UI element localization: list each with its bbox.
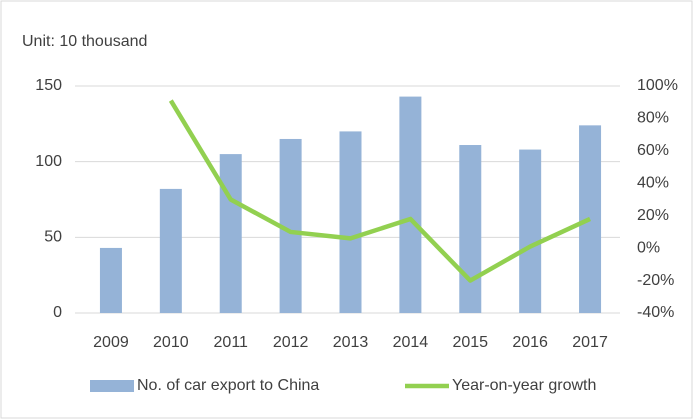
x-tick-label: 2009 — [93, 334, 129, 351]
line — [168, 99, 591, 283]
y2-tick-label: 20% — [637, 207, 669, 224]
y2-tick-label: 100% — [637, 77, 678, 94]
y2-tick-label: -20% — [637, 272, 674, 289]
legend-swatch — [90, 380, 134, 392]
y-tick-label: 50 — [44, 229, 62, 246]
y2-tick-label: 40% — [637, 175, 669, 192]
x-tick-label: 2013 — [333, 334, 369, 351]
chart-title: Unit: 10 thousand — [22, 33, 147, 50]
x-tick-label: 2016 — [512, 334, 548, 351]
bar — [399, 96, 422, 314]
y2-tick-label: -40% — [637, 304, 674, 321]
y2-tick-label: 0% — [637, 239, 660, 256]
bar — [159, 188, 182, 313]
bar — [339, 131, 362, 313]
bar — [519, 149, 542, 313]
x-tick-label: 2017 — [572, 334, 608, 351]
bar — [279, 138, 302, 313]
y-tick-label: 150 — [35, 77, 62, 94]
bar — [219, 154, 242, 313]
x-tick-label: 2012 — [273, 334, 309, 351]
y-tick-label: 0 — [53, 304, 62, 321]
bar — [459, 145, 482, 313]
x-tick-label: 2015 — [452, 334, 488, 351]
y2-tick-label: 80% — [637, 110, 669, 127]
legend-label: No. of car export to China — [137, 377, 319, 394]
x-tick-label: 2010 — [153, 334, 189, 351]
bar — [99, 247, 122, 313]
y-tick-label: 100 — [35, 153, 62, 170]
x-tick-label: 2011 — [214, 334, 249, 351]
x-tick-label: 2014 — [393, 334, 429, 351]
legend-label: Year-on-year growth — [452, 377, 596, 394]
y2-tick-label: 60% — [637, 142, 669, 159]
